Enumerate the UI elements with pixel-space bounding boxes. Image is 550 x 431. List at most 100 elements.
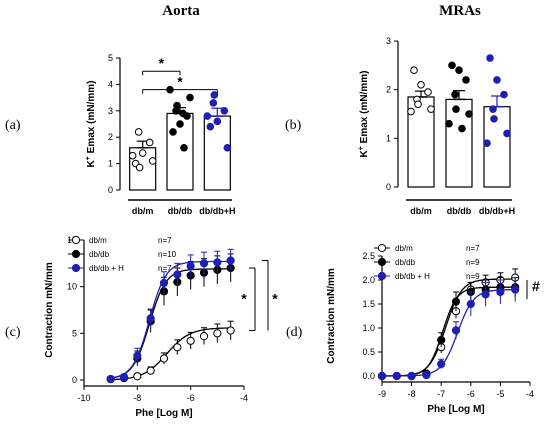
y-tick-label: 0 [72, 375, 77, 385]
data-point [452, 105, 460, 113]
data-point [407, 371, 416, 381]
x-tick-label: -6 [467, 389, 475, 399]
category-label: db/db [447, 206, 472, 216]
data-point [451, 90, 459, 99]
fit-curve [382, 286, 516, 377]
data-point [213, 117, 222, 126]
legend-label: db/db [89, 250, 110, 259]
data-point [503, 129, 511, 138]
data-point [199, 332, 209, 341]
data-point [223, 143, 232, 152]
data-point [424, 88, 432, 96]
data-point [135, 163, 144, 172]
legend-label: db/db [395, 258, 416, 267]
data-point [159, 278, 169, 288]
category-label: db/db [168, 206, 193, 216]
fit-curve [382, 278, 516, 377]
significance-label: * [159, 55, 165, 71]
data-point [511, 285, 520, 294]
legend-n: n=9 [466, 258, 480, 267]
data-point [133, 351, 142, 360]
legend-marker [71, 249, 81, 259]
fit-curve [382, 289, 516, 377]
data-point [493, 76, 501, 84]
fit-curve [110, 327, 231, 381]
data-point [209, 99, 218, 107]
chart-title: Aorta [162, 3, 200, 19]
data-point [407, 107, 415, 116]
data-point [437, 359, 446, 369]
data-point [173, 270, 182, 279]
data-point [455, 66, 463, 74]
data-point [490, 115, 498, 123]
y-tick-label: 0 [108, 185, 113, 195]
x-tick-label: -4 [526, 389, 534, 399]
data-point [417, 81, 425, 89]
data-point [186, 262, 195, 271]
data-point [392, 371, 401, 381]
y-tick-label: 5 [72, 328, 77, 338]
legend-marker [377, 243, 387, 253]
y-tick-label: 1 [386, 133, 391, 143]
y-tick-label: 4 [108, 79, 113, 89]
y-tick-label: 2 [108, 132, 113, 142]
data-point [422, 370, 431, 380]
legend-n: n=10 [158, 250, 177, 259]
y-tick-label: 2.5 [362, 251, 375, 261]
panel-label: (a) [5, 118, 21, 133]
legend-label: db/m [89, 236, 107, 245]
y-axis-label: Contraction mN/mm [326, 268, 337, 364]
y-tick-label: 10 [67, 282, 77, 292]
y-axis-label: K+ Emax (mN/mm) [358, 71, 370, 158]
data-point [210, 91, 219, 99]
x-tick-label: -8 [133, 393, 141, 403]
category-label: db/db+H [199, 206, 235, 216]
data-point [483, 139, 491, 147]
y-tick-label: 0.5 [362, 347, 375, 357]
legend-n: n=7 [466, 244, 480, 253]
x-tick-label: -6 [187, 393, 195, 403]
legend-label: db/db + H [395, 272, 430, 281]
data-point [445, 119, 453, 128]
significance-label: * [241, 290, 247, 306]
y-tick-label: 2 [386, 85, 391, 95]
data-point [186, 336, 195, 345]
data-point [176, 120, 184, 128]
data-point [138, 149, 147, 157]
data-point [173, 101, 181, 110]
data-point [448, 61, 456, 70]
data-point [133, 372, 142, 381]
data-point [377, 371, 387, 381]
x-tick-label: -10 [77, 393, 90, 403]
data-point [173, 343, 182, 352]
y-tick-label: 5 [108, 53, 113, 63]
chart-title: MRAs [439, 3, 481, 19]
data-point [489, 105, 497, 113]
x-axis-label: Phe [Log M] [135, 408, 192, 419]
x-tick-label: -4 [240, 393, 248, 403]
data-point [145, 138, 154, 147]
data-point [213, 329, 222, 338]
data-point [465, 110, 473, 118]
data-point [414, 100, 422, 109]
y-tick-label: 3 [386, 36, 391, 46]
bar-chart-b: MRAs (b) 0 1 2 3 K+ Emax (mN/mm) db/m db/db db/db… [285, 3, 515, 216]
data-point [462, 76, 470, 84]
data-point [500, 90, 508, 99]
x-tick-label: -5 [496, 389, 504, 399]
legend-label: db/db + H [89, 264, 124, 273]
x-axis-label: Phe [Log M] [427, 404, 484, 415]
legend-marker [71, 235, 81, 245]
data-point [451, 326, 461, 335]
data-point [226, 256, 235, 265]
y-tick-label: 1 [108, 159, 113, 169]
data-point [179, 109, 187, 118]
data-point [180, 143, 188, 152]
annotation-label: # [532, 278, 540, 294]
data-point [146, 366, 155, 375]
legend-n: n=7 [158, 264, 172, 273]
legend-marker [377, 257, 387, 267]
legend-marker [377, 271, 387, 281]
